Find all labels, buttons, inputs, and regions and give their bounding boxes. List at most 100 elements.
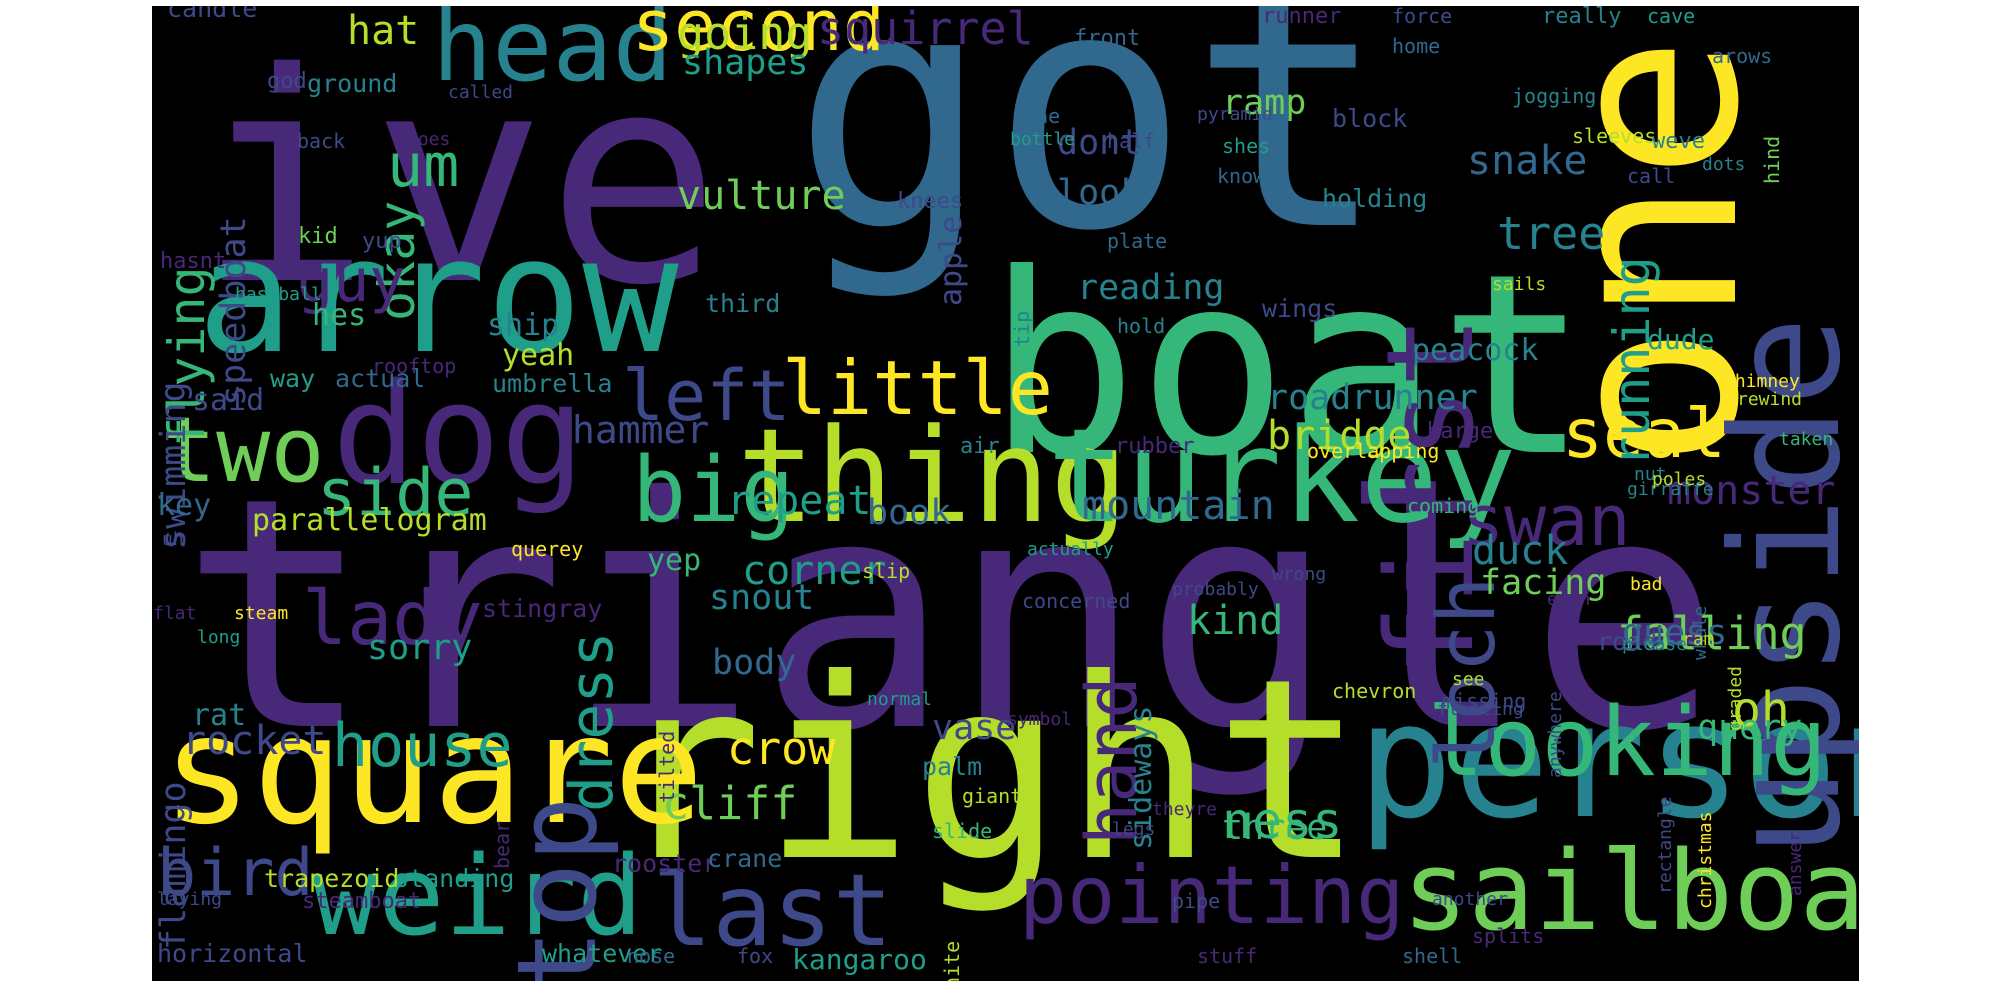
word-right: right	[612, 625, 1365, 916]
word-three: three	[1222, 808, 1328, 848]
word-know: know	[1217, 164, 1266, 188]
word-god: god	[267, 69, 307, 94]
word-running: running	[1603, 255, 1661, 467]
word-kid: kid	[298, 224, 338, 249]
word-pipe: pipe	[1172, 889, 1221, 913]
word-peacock: peacock	[1412, 333, 1539, 368]
word-side: side	[317, 456, 474, 531]
word-vase: vase	[932, 708, 1017, 748]
word-goes: goes	[407, 129, 451, 150]
word-white: white	[940, 940, 964, 981]
word-floating: floating	[1437, 699, 1524, 720]
word-seal: seal	[1562, 395, 1726, 474]
word-anywhere: anywhere	[1545, 690, 1566, 778]
word-rat: rat	[192, 698, 247, 733]
word-ram: ram	[1682, 629, 1715, 650]
word-repeat: repeat	[727, 478, 872, 524]
word-half: half	[1107, 129, 1156, 153]
word-flat: flat	[153, 603, 197, 624]
word-big: big	[632, 438, 795, 543]
word-slide: slide	[932, 819, 993, 843]
word-um: um	[387, 131, 460, 201]
word-umbrella: umbrella	[492, 369, 613, 398]
word-christmas: christmas	[1695, 810, 1716, 909]
word-nose: nose	[627, 944, 676, 968]
word-runner: runner	[1262, 6, 1342, 29]
word-chimney: chimney	[1724, 371, 1800, 392]
word-concerned: concerned	[1022, 589, 1131, 613]
word-shell: shell	[1402, 944, 1463, 968]
word-even: even	[1547, 589, 1591, 610]
word-standing: standing	[394, 864, 515, 893]
word-cave: cave	[1647, 6, 1696, 28]
word-ramp: ramp	[1222, 83, 1307, 123]
word-barge: barge	[1427, 419, 1494, 444]
word-horizontal: horizontal	[157, 939, 308, 968]
word-actually: actually	[1027, 539, 1114, 560]
word-stingray: stingray	[482, 594, 603, 623]
word-got: got	[792, 6, 1389, 303]
word-weve: weve	[1652, 129, 1705, 154]
word-pine: pine	[1012, 104, 1061, 128]
word-body: body	[712, 643, 797, 683]
word-hind: hind	[1760, 135, 1784, 185]
word-answer: answer	[1785, 830, 1806, 897]
word-boat: boat	[987, 220, 1590, 511]
word-rubber: rubber	[1115, 434, 1195, 459]
word-triangle: triangle	[180, 430, 1722, 802]
word-flamingo: flamingo	[154, 780, 194, 950]
word-facing: facing	[1480, 563, 1607, 603]
word-querey: querey	[511, 537, 584, 561]
word-look: look	[1057, 173, 1142, 213]
word-dress: dress	[557, 630, 627, 812]
word-duck: duck	[1472, 528, 1569, 574]
word-splits: splits	[1472, 924, 1545, 948]
word-square: square	[162, 684, 704, 858]
word-cloud: triangle got ive one boat right arrow square per…	[152, 6, 1859, 981]
word-holding: holding	[1322, 184, 1428, 213]
word-palm: palm	[922, 752, 983, 781]
word-yeah: yeah	[502, 338, 575, 373]
word-hasnt: hasnt	[160, 249, 227, 274]
word-mountain: mountain	[1082, 483, 1275, 529]
word-rectangle: rectangle	[1655, 795, 1676, 894]
word-corner: corner	[742, 548, 887, 594]
word-house: house	[332, 711, 513, 781]
word-front: front	[1074, 26, 1141, 51]
word-jogging: jogging	[1512, 84, 1597, 108]
word-wrong: wrong	[1272, 564, 1327, 585]
word-shes: shes	[1222, 134, 1271, 158]
word-block: block	[1332, 104, 1408, 133]
word-third: third	[705, 289, 781, 318]
word-please: please	[1622, 634, 1688, 655]
word-reading: reading	[1077, 268, 1225, 308]
word-hes: hes	[312, 298, 367, 333]
word-monster: monster	[1667, 468, 1836, 514]
word-crane: crane	[707, 844, 783, 873]
word-knees: knees	[897, 189, 964, 214]
word-query: query	[1697, 708, 1803, 748]
word-hammer: hammer	[572, 408, 710, 452]
word-steamboat: steamboat	[302, 889, 422, 914]
word-slip: slip	[862, 559, 911, 583]
word-thing: thing	[737, 400, 1129, 552]
word-apple: apple	[934, 215, 969, 307]
word-rooster: rooster	[612, 849, 718, 878]
word-called: called	[448, 82, 514, 103]
word-going: going	[677, 7, 813, 60]
word-ground: ground	[307, 69, 398, 98]
word-whatever: whatever	[542, 939, 663, 968]
word-left: left	[622, 355, 791, 437]
word-guess: guess	[1622, 613, 1728, 653]
word-sails: sails	[1492, 274, 1547, 295]
word-dude: dude	[1647, 323, 1715, 356]
word-coming: coming	[1407, 494, 1480, 518]
word-looking: looking	[1427, 688, 1828, 798]
word-legs: legs	[1112, 819, 1156, 840]
word-dont: dont	[1057, 123, 1142, 163]
word-two: two	[162, 398, 325, 503]
word-uh: uh	[162, 529, 184, 550]
word-bird: bird	[157, 836, 314, 911]
word-key: key	[157, 488, 212, 523]
word-cliff: cliff	[662, 777, 798, 830]
